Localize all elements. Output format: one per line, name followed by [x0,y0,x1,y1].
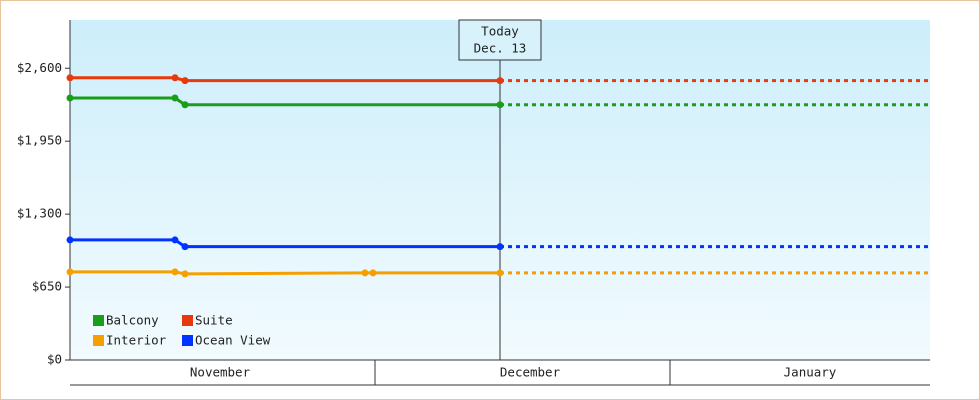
price-line [70,96,500,107]
legend-swatch [182,315,193,326]
legend-swatch [182,335,193,346]
price-point [496,77,504,85]
price-point [181,270,189,278]
legend-label: Ocean View [195,333,271,348]
price-point [171,268,179,276]
price-point [66,268,74,276]
price-point [181,77,189,85]
price-line [70,238,500,249]
price-point [496,269,504,277]
y-tick-label: $1,950 [17,133,62,148]
price-line [70,270,500,276]
price-point [171,94,179,102]
today-label: Today [481,24,519,39]
y-tick-label: $1,300 [17,206,62,221]
price-point [66,94,74,102]
legend-swatch [93,335,104,346]
today-label: Dec. 13 [474,41,527,56]
price-point [361,269,369,277]
y-tick-label: $650 [32,279,62,294]
x-tick-label: January [784,365,837,380]
legend-swatch [93,315,104,326]
today-box [458,19,542,61]
price-point [66,236,74,244]
price-point [369,269,377,277]
legend-label: Suite [195,313,233,328]
price-line [70,76,500,83]
price-point [171,236,179,244]
price-point [171,74,179,82]
y-tick-label: $0 [47,352,62,367]
price-point [181,243,189,251]
price-point [66,74,74,82]
x-tick-label: December [500,365,561,380]
legend-label: Interior [106,333,167,348]
y-tick-label: $2,600 [17,60,62,75]
price-point [181,101,189,109]
price-point [496,243,504,251]
x-tick-label: November [190,365,251,380]
price-point [496,101,504,109]
legend-label: Balcony [106,313,159,328]
